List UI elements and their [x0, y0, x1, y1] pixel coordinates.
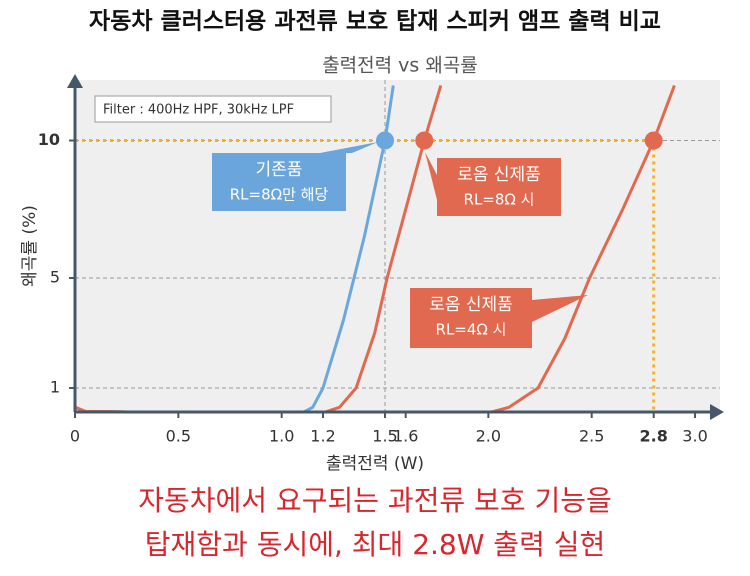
x-tick-label: 0	[70, 427, 80, 446]
note-box	[94, 95, 332, 123]
callout-tail	[320, 142, 378, 153]
x-tick-label: 2.8	[640, 427, 668, 446]
callout-text: 로옴 신제품	[457, 165, 541, 185]
x-tick-label: 1.2	[310, 427, 335, 446]
x-axis-arrow	[710, 404, 724, 420]
plot	[75, 84, 676, 412]
callout-box	[437, 158, 561, 216]
callout-tail	[425, 152, 437, 200]
caption: 탑재함과 동시에, 최대 2.8W 출력 실현	[145, 528, 606, 561]
callout-text: RL=8Ω 시	[464, 191, 535, 209]
y-tick-label: 10	[38, 130, 60, 149]
x-tick-label: 2.0	[476, 427, 501, 446]
y-tick-label: 1	[50, 378, 60, 397]
chart-title: 자동차 클러스터용 과전류 보호 탑재 스피커 앰프 출력 비교	[89, 9, 661, 35]
chart-subtitle: 출력전력 vs 왜곡률	[322, 55, 478, 77]
x-tick-label: 2.5	[579, 427, 604, 446]
y-axis-label: 왜곡률 (%)	[20, 205, 40, 287]
callout-text: 로옴 신제품	[429, 295, 513, 315]
callout-box	[212, 153, 346, 211]
x-tick-label: 3.0	[682, 427, 707, 446]
x-axis-label: 출력전력 (W)	[326, 454, 424, 474]
plot-area	[75, 80, 720, 412]
x-tick-label: 1.5	[372, 427, 397, 446]
callout-tail	[532, 295, 588, 322]
callout-text: 기존품	[256, 160, 303, 180]
x-tick-label: 1.6	[393, 427, 418, 446]
callout-text: RL=4Ω 시	[436, 321, 507, 339]
y-axis-arrow	[67, 74, 83, 88]
series-line	[75, 85, 443, 412]
series-line	[75, 84, 676, 412]
highlight-point	[415, 131, 434, 150]
highlight-point	[376, 131, 395, 150]
callout-box	[410, 288, 532, 348]
series-line	[75, 85, 395, 412]
highlight-point	[644, 131, 663, 150]
callout-text: RL=8Ω만 해당	[230, 186, 329, 204]
note: Filter : 400Hz HPF, 30kHz LPF	[103, 103, 294, 118]
x-tick-label: 0.5	[166, 427, 191, 446]
x-tick-label: 1.0	[269, 427, 294, 446]
caption: 자동차에서 요구되는 과전류 보호 기능을	[138, 484, 612, 517]
y-tick-label: 5	[50, 268, 60, 287]
